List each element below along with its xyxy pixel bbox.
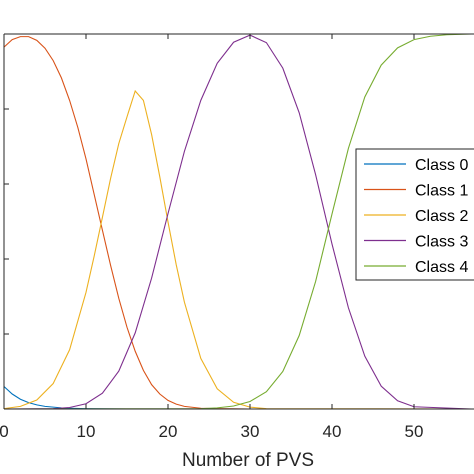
series-line-class-3	[3, 34, 472, 410]
series-line-class-0	[3, 386, 472, 410]
x-tick-label: 0	[0, 422, 9, 441]
series-line-class-4	[3, 33, 472, 410]
ticks: 0 10 20 30 40 50	[0, 33, 424, 441]
legend-box	[355, 148, 474, 281]
x-tick-label: 40	[323, 422, 342, 441]
x-tick-label: 10	[77, 422, 96, 441]
legend-label-class-0: Class 0	[415, 157, 468, 174]
legend-label-class-4: Class 4	[415, 259, 468, 276]
legend: Class 0 Class 1 Class 2 Class 3 Class 4	[355, 148, 474, 281]
series-line-class-1	[3, 36, 472, 410]
axes	[3, 33, 474, 410]
legend-label-class-2: Class 2	[415, 208, 468, 225]
series-line-class-2	[3, 89, 472, 410]
legend-label-class-3: Class 3	[415, 234, 468, 251]
x-tick-label: 50	[405, 422, 424, 441]
x-tick-label: 30	[241, 422, 260, 441]
legend-label-class-1: Class 1	[415, 183, 468, 200]
x-axis-label: Number of PVS	[182, 450, 314, 471]
x-tick-label: 20	[159, 422, 178, 441]
